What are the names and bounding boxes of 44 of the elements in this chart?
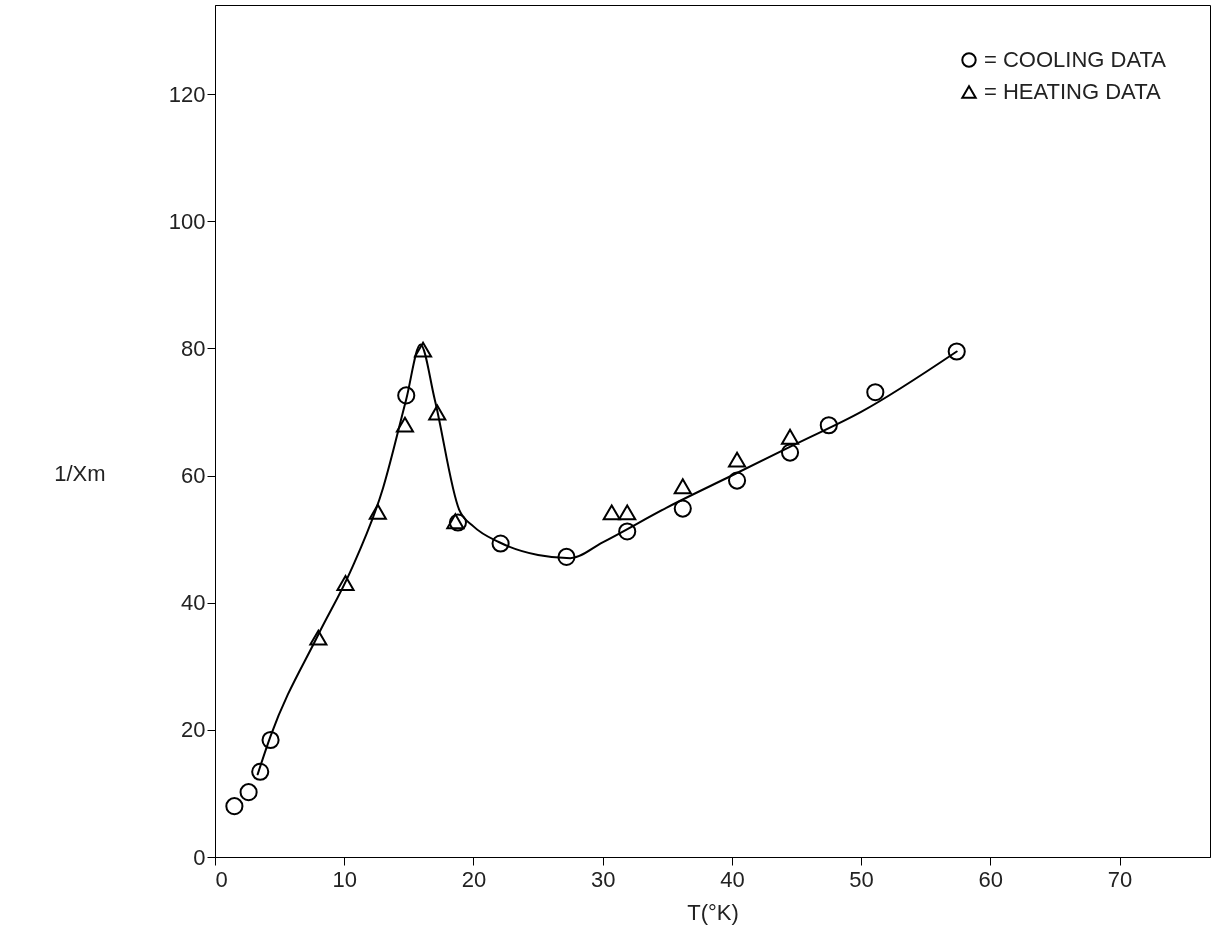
x-tick-label: 20 bbox=[461, 866, 487, 892]
point bbox=[673, 478, 692, 495]
legend-label: = COOLING DATA bbox=[984, 47, 1167, 72]
x-tick-label: 10 bbox=[332, 866, 357, 892]
point bbox=[368, 503, 387, 520]
point bbox=[557, 547, 576, 566]
y-tick-label: 40 bbox=[181, 590, 206, 616]
point bbox=[239, 783, 258, 802]
point bbox=[602, 504, 621, 521]
point bbox=[618, 522, 637, 541]
point bbox=[309, 629, 328, 646]
y-axis-title: 1/Xm bbox=[54, 461, 106, 487]
x-tick-label: 60 bbox=[978, 866, 1004, 892]
point bbox=[780, 428, 800, 445]
x-tick-label: 70 bbox=[1107, 866, 1133, 892]
y-tick-label: 120 bbox=[168, 81, 206, 107]
point bbox=[866, 383, 885, 402]
y-tick-label: 60 bbox=[181, 463, 206, 489]
x-tick-label: 30 bbox=[590, 866, 616, 892]
point bbox=[819, 416, 838, 435]
x-axis-title: T(°K) bbox=[687, 899, 739, 925]
y-tick-label: 20 bbox=[181, 717, 206, 743]
x-tick-label: 40 bbox=[720, 866, 745, 892]
y-tick-label: 0 bbox=[193, 844, 206, 870]
point bbox=[225, 797, 244, 816]
point bbox=[428, 404, 447, 421]
point bbox=[618, 504, 637, 521]
y-tick-label: 100 bbox=[168, 208, 206, 234]
x-tick-label: 0 bbox=[215, 866, 228, 892]
point bbox=[727, 451, 747, 468]
point bbox=[413, 341, 433, 358]
point bbox=[397, 386, 416, 405]
legend-label: = HEATING DATA bbox=[984, 79, 1161, 104]
point bbox=[780, 443, 800, 462]
x-tick-label: 50 bbox=[849, 866, 874, 892]
point bbox=[947, 342, 966, 361]
point bbox=[251, 762, 270, 781]
y-tick-label: 80 bbox=[181, 335, 206, 361]
point bbox=[491, 534, 510, 553]
point bbox=[261, 730, 280, 750]
point bbox=[336, 574, 355, 591]
point bbox=[727, 471, 747, 490]
point bbox=[395, 416, 415, 433]
point bbox=[673, 499, 692, 518]
